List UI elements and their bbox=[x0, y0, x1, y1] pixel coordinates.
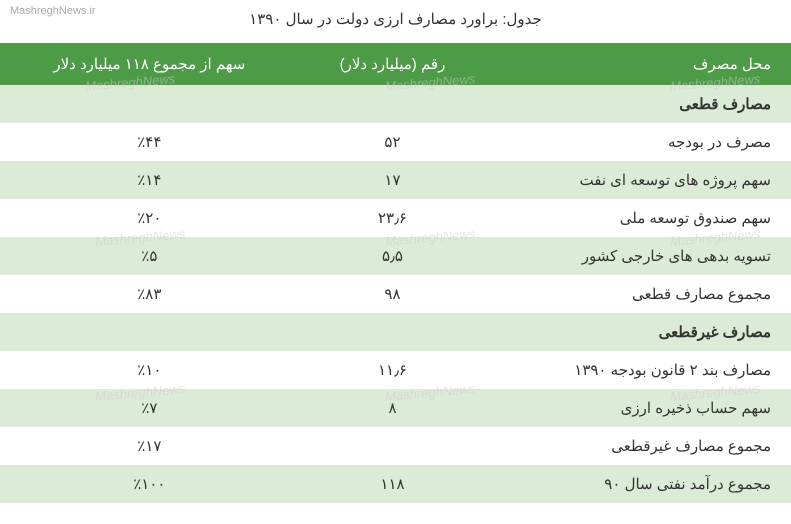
cell-share: ٪۱۴ bbox=[0, 161, 299, 199]
cell-share: ٪۲۰ bbox=[0, 199, 299, 237]
cell-label: مجموع درآمد نفتی سال ۹۰ bbox=[486, 465, 791, 503]
header-row: محل مصرف رقم (میلیارد دلار) سهم از مجموع… bbox=[0, 43, 791, 85]
cell-share: ٪۴۴ bbox=[0, 123, 299, 161]
cell-label: سهم حساب ذخیره ارزی bbox=[486, 389, 791, 427]
table-row: مجموع مصارف غیرقطعی ٪۱۷ bbox=[0, 427, 791, 465]
table-row: مجموع درآمد نفتی سال ۹۰ ۱۱۸ ٪۱۰۰ bbox=[0, 465, 791, 503]
cell-share bbox=[0, 85, 299, 123]
cell-label: مصارف غیرقطعی bbox=[486, 313, 791, 351]
table-title: جدول: براورد مصارف ارزی دولت در سال ۱۳۹۰ bbox=[0, 0, 791, 43]
cell-value: ۱۱۸ bbox=[299, 465, 487, 503]
cell-value: ۹۸ bbox=[299, 275, 487, 313]
header-col2: رقم (میلیارد دلار) bbox=[299, 43, 487, 85]
cell-share: ٪۸۳ bbox=[0, 275, 299, 313]
cell-label: مجموع مصارف قطعی bbox=[486, 275, 791, 313]
cell-value: ۵٫۵ bbox=[299, 237, 487, 275]
cell-share: ٪۱۷ bbox=[0, 427, 299, 465]
cell-share: ٪۱۰۰ bbox=[0, 465, 299, 503]
cell-share bbox=[0, 313, 299, 351]
cell-label: مصارف بند ۲ قانون بودجه ۱۳۹۰ bbox=[486, 351, 791, 389]
table-row: سهم حساب ذخیره ارزی ۸ ٪۷ bbox=[0, 389, 791, 427]
cell-share: ٪۱۰ bbox=[0, 351, 299, 389]
table-row: سهم صندوق توسعه ملی ۲۳٫۶ ٪۲۰ bbox=[0, 199, 791, 237]
cell-share: ٪۵ bbox=[0, 237, 299, 275]
data-table: محل مصرف رقم (میلیارد دلار) سهم از مجموع… bbox=[0, 43, 791, 503]
cell-share: ٪۷ bbox=[0, 389, 299, 427]
table-row: مجموع مصارف قطعی ۹۸ ٪۸۳ bbox=[0, 275, 791, 313]
cell-value: ۱۷ bbox=[299, 161, 487, 199]
table-row: مصرف در بودجه ۵۲ ٪۴۴ bbox=[0, 123, 791, 161]
cell-value: ۵۲ bbox=[299, 123, 487, 161]
cell-value bbox=[299, 427, 487, 465]
table-row: مصارف قطعی bbox=[0, 85, 791, 123]
cell-value bbox=[299, 313, 487, 351]
cell-value: ۸ bbox=[299, 389, 487, 427]
cell-label: مجموع مصارف غیرقطعی bbox=[486, 427, 791, 465]
table-row: مصارف بند ۲ قانون بودجه ۱۳۹۰ ۱۱٫۶ ٪۱۰ bbox=[0, 351, 791, 389]
cell-value bbox=[299, 85, 487, 123]
table-row: تسویه بدهی های خارجی کشور ۵٫۵ ٪۵ bbox=[0, 237, 791, 275]
cell-value: ۱۱٫۶ bbox=[299, 351, 487, 389]
header-col3: سهم از مجموع ۱۱۸ میلیارد دلار bbox=[0, 43, 299, 85]
cell-label: سهم صندوق توسعه ملی bbox=[486, 199, 791, 237]
cell-label: مصرف در بودجه bbox=[486, 123, 791, 161]
cell-label: مصارف قطعی bbox=[486, 85, 791, 123]
header-col1: محل مصرف bbox=[486, 43, 791, 85]
table-row: مصارف غیرقطعی bbox=[0, 313, 791, 351]
cell-label: سهم پروژه های توسعه ای نفت bbox=[486, 161, 791, 199]
cell-label: تسویه بدهی های خارجی کشور bbox=[486, 237, 791, 275]
cell-value: ۲۳٫۶ bbox=[299, 199, 487, 237]
source-label: MashreghNews.ir bbox=[10, 5, 96, 17]
table-row: سهم پروژه های توسعه ای نفت ۱۷ ٪۱۴ bbox=[0, 161, 791, 199]
